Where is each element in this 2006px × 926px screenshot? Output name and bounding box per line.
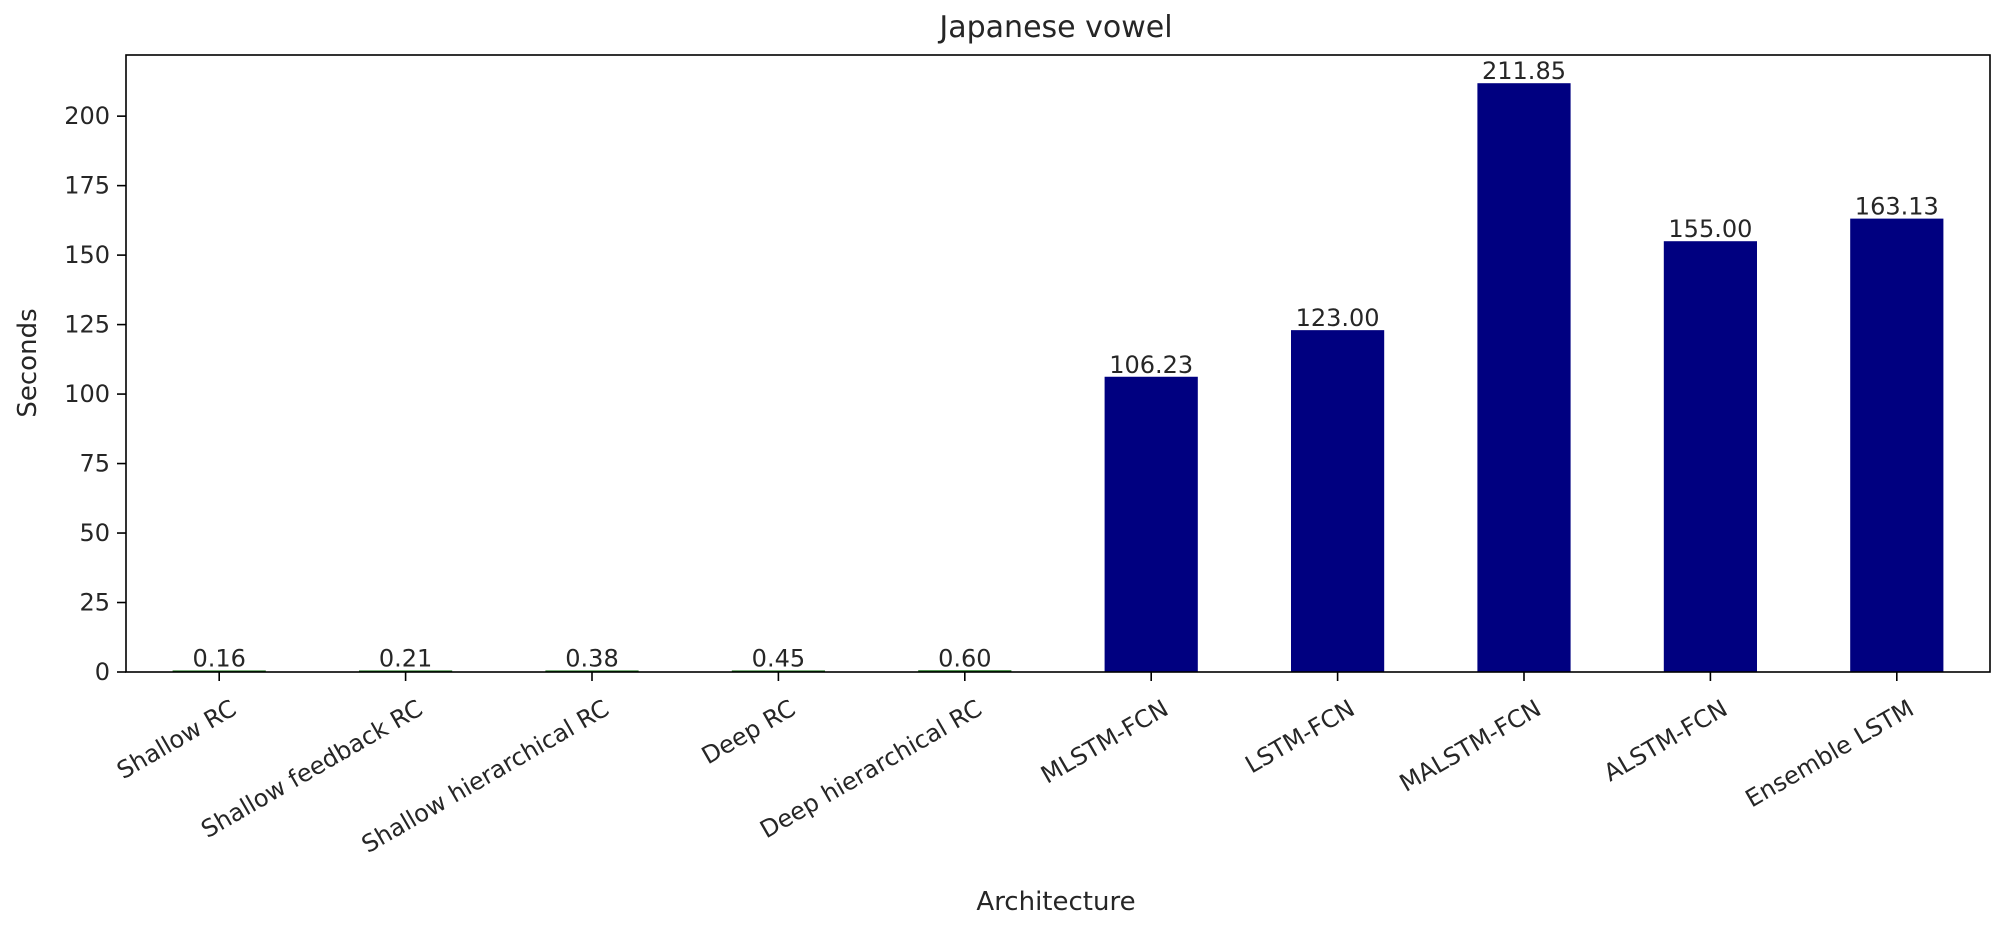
y-tick-label: 125 — [64, 311, 110, 339]
y-axis: 0 25 50 75 100 125 150 175 200 — [64, 102, 126, 686]
bar-value-label: 155.00 — [1668, 215, 1752, 243]
bar-value-label: 0.38 — [565, 645, 618, 673]
y-tick-label: 150 — [64, 241, 110, 269]
bar — [1291, 330, 1385, 672]
bar-value-label: 106.23 — [1109, 351, 1193, 379]
plot-frame — [125, 54, 1991, 673]
y-tick-label: 175 — [64, 172, 110, 200]
bar-value-label: 163.13 — [1855, 193, 1939, 221]
y-tick-label: 100 — [64, 380, 110, 408]
x-tick-label: MLSTM-FCN — [1036, 694, 1173, 789]
bar-value-label: 0.45 — [752, 645, 805, 673]
bar-value-label: 0.60 — [938, 644, 991, 672]
bar-value-label: 211.85 — [1482, 57, 1566, 85]
x-tick-label: MALSTM-FCN — [1395, 694, 1546, 797]
y-tick-label: 75 — [79, 450, 110, 478]
y-tick-label: 25 — [79, 589, 110, 617]
y-tick-label: 200 — [64, 102, 110, 130]
bar — [1104, 376, 1198, 672]
x-axis-label: Architecture — [976, 887, 1135, 917]
bar-value-label: 0.21 — [379, 645, 432, 673]
x-tick-label: Shallow RC — [112, 694, 241, 785]
bar — [1477, 83, 1571, 672]
x-tick-label: Deep RC — [697, 694, 800, 770]
bar — [1663, 241, 1757, 672]
bar — [918, 670, 1012, 672]
bar — [1850, 218, 1944, 673]
x-tick-label: Ensemble LSTM — [1741, 694, 1919, 813]
x-tick-label: LSTM-FCN — [1240, 694, 1359, 779]
y-tick-label: 0 — [95, 658, 110, 686]
x-tick-label: ALSTM-FCN — [1599, 694, 1732, 787]
chart-title: Japanese vowel — [937, 10, 1172, 45]
bars-group — [172, 83, 1944, 673]
y-axis-label: Seconds — [13, 308, 43, 417]
bar-value-label: 123.00 — [1296, 304, 1380, 332]
bar-labels-group: 0.16 0.21 0.38 0.45 0.60 106.23 123.00 211.85 15… — [192, 57, 1938, 672]
bar-value-label: 0.16 — [192, 645, 245, 673]
y-tick-label: 50 — [79, 519, 110, 547]
